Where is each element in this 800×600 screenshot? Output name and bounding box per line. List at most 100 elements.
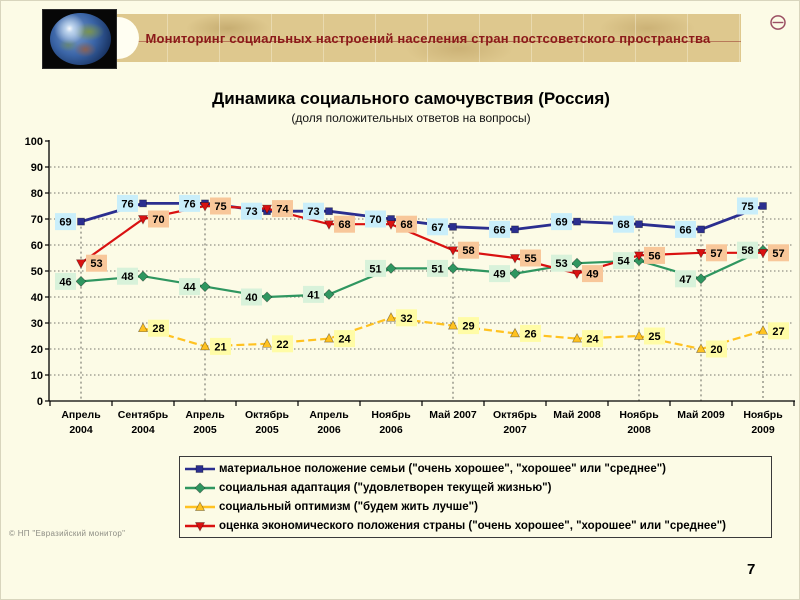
svg-text:68: 68 (338, 219, 350, 231)
series-2 (137, 312, 769, 353)
vertical-drop-lines (80, 203, 764, 401)
svg-text:100: 100 (25, 136, 43, 148)
line-chart-plot: 0 10 20 30 40 50 60 70 80 90 100 Апрель 2004 Сентябрь… (25, 136, 795, 436)
svg-text:10: 10 (31, 370, 43, 382)
x-axis-labels: Апрель 2004 Сентябрь 2004 Апрель 2005 Октябрь 2… (61, 409, 783, 436)
svg-text:24: 24 (586, 334, 599, 346)
svg-text:Ноябрь: Ноябрь (619, 409, 659, 421)
legend-label: социальный оптимизм ("будем жить лучше") (219, 500, 478, 513)
svg-text:69: 69 (59, 217, 71, 229)
svg-text:41: 41 (307, 289, 319, 301)
svg-text:90: 90 (31, 162, 43, 174)
svg-text:2004: 2004 (69, 424, 93, 436)
svg-text:2005: 2005 (255, 424, 279, 436)
svg-text:20: 20 (31, 344, 43, 356)
svg-text:75: 75 (741, 201, 753, 213)
svg-text:40: 40 (245, 292, 257, 304)
theta-circle-icon (770, 15, 786, 30)
svg-text:Апрель: Апрель (61, 409, 101, 421)
svg-text:70: 70 (152, 214, 164, 226)
chart-subtitle: (доля положительных ответов на вопросы) (291, 111, 531, 125)
svg-text:67: 67 (431, 222, 443, 234)
svg-text:66: 66 (493, 224, 505, 236)
svg-text:58: 58 (741, 245, 753, 257)
svg-text:70: 70 (31, 214, 43, 226)
svg-text:24: 24 (338, 334, 351, 346)
svg-text:75: 75 (214, 201, 226, 213)
svg-text:73: 73 (307, 206, 319, 218)
svg-text:30: 30 (31, 318, 43, 330)
svg-text:28: 28 (152, 323, 164, 335)
svg-text:69: 69 (555, 217, 567, 229)
svg-text:2005: 2005 (193, 424, 217, 436)
svg-text:48: 48 (121, 271, 133, 283)
svg-text:44: 44 (183, 282, 196, 294)
svg-text:68: 68 (400, 219, 412, 231)
y-axis-labels: 0 10 20 30 40 50 60 70 80 90 100 (25, 136, 43, 408)
svg-text:26: 26 (524, 328, 536, 340)
svg-text:Май 2007: Май 2007 (429, 409, 477, 421)
legend-label: оценка экономического положения страны (… (219, 519, 726, 532)
svg-text:76: 76 (183, 198, 195, 210)
svg-text:Май 2008: Май 2008 (553, 409, 601, 421)
svg-text:51: 51 (369, 263, 381, 275)
svg-text:Апрель: Апрель (309, 409, 349, 421)
legend-marker-square-icon (185, 464, 215, 473)
svg-text:57: 57 (710, 248, 722, 260)
svg-text:76: 76 (121, 198, 133, 210)
svg-text:2006: 2006 (317, 424, 341, 436)
copyright-note: © НП "Евразийский монитор" (9, 529, 126, 538)
header-banner: Мониторинг социальных настроений населен… (115, 14, 741, 62)
legend-item: социальная адаптация ("удовлетворен теку… (184, 478, 767, 497)
svg-text:47: 47 (679, 274, 691, 286)
legend-item: социальный оптимизм ("будем жить лучше") (184, 497, 767, 516)
globe-logo (42, 9, 117, 69)
svg-text:2008: 2008 (627, 424, 651, 436)
svg-text:20: 20 (710, 344, 722, 356)
legend-marker-triangle-down-icon (185, 521, 215, 532)
svg-text:73: 73 (245, 206, 257, 218)
svg-text:22: 22 (276, 339, 288, 351)
data-labels: 69 76 76 73 73 70 67 66 69 68 66 75 46 48 44 40 41 51 51 49… (55, 194, 789, 358)
svg-text:58: 58 (462, 245, 474, 257)
svg-text:21: 21 (214, 341, 226, 353)
svg-text:Май 2009: Май 2009 (677, 409, 725, 421)
legend-item: материальное положение семьи ("очень хор… (184, 459, 767, 478)
svg-text:2004: 2004 (131, 424, 155, 436)
svg-text:74: 74 (276, 204, 289, 216)
svg-text:50: 50 (31, 266, 43, 278)
svg-text:49: 49 (586, 269, 598, 281)
svg-text:2006: 2006 (379, 424, 403, 436)
legend-item: оценка экономического положения страны (… (184, 516, 767, 535)
svg-text:40: 40 (31, 292, 43, 304)
chart-legend: материальное положение семьи ("очень хор… (179, 456, 772, 538)
svg-text:46: 46 (59, 276, 71, 288)
chart-title: Динамика социального самочувствия (Росси… (212, 89, 610, 108)
axes (45, 140, 795, 406)
svg-text:60: 60 (31, 240, 43, 252)
svg-text:66: 66 (679, 224, 691, 236)
svg-text:53: 53 (555, 258, 567, 270)
svg-text:70: 70 (369, 214, 381, 226)
svg-text:Ноябрь: Ноябрь (743, 409, 783, 421)
page-number: 7 (747, 561, 756, 578)
svg-text:56: 56 (648, 250, 660, 262)
svg-text:54: 54 (617, 256, 630, 268)
svg-text:49: 49 (493, 269, 505, 281)
y-gridlines (50, 166, 794, 376)
svg-text:53: 53 (90, 258, 102, 270)
svg-text:Октябрь: Октябрь (245, 409, 290, 421)
svg-text:25: 25 (648, 331, 660, 343)
header-title: Мониторинг социальных настроений населен… (145, 30, 711, 46)
svg-text:Апрель: Апрель (185, 409, 225, 421)
svg-text:68: 68 (617, 219, 629, 231)
svg-text:27: 27 (772, 326, 784, 338)
legend-marker-diamond-icon (185, 482, 215, 493)
svg-text:Сентябрь: Сентябрь (118, 409, 169, 421)
svg-text:Октябрь: Октябрь (493, 409, 538, 421)
svg-text:57: 57 (772, 248, 784, 260)
svg-text:Ноябрь: Ноябрь (371, 409, 411, 421)
legend-label: социальная адаптация ("удовлетворен теку… (219, 481, 552, 494)
svg-text:32: 32 (400, 313, 412, 325)
